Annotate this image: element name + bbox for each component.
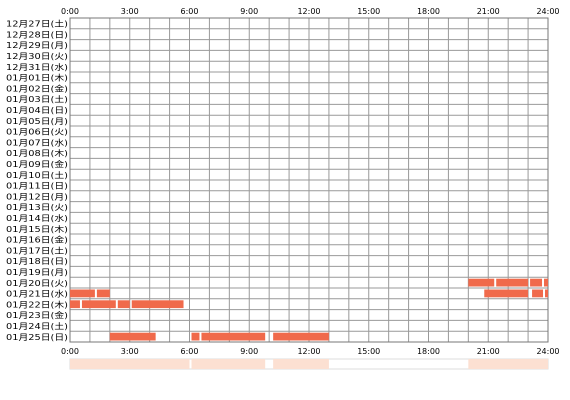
- sleep-bar: [201, 332, 266, 341]
- x-tick-label-bottom: 9:00: [240, 347, 258, 356]
- y-axis-labels: 12月27日(土)12月28日(日) 12月29日(月) 12月30日(火)12月3…: [6, 19, 68, 342]
- row-label: 01月04日(日): [6, 106, 68, 115]
- row-label: 12月28日(日): [6, 30, 68, 39]
- sleep-bar: [131, 300, 184, 309]
- sleep-bar: [496, 278, 529, 287]
- x-tick-label-bottom: 0:00: [61, 347, 79, 356]
- row-label: 01月03日(土): [6, 94, 68, 104]
- row-label: 01月21日(水): [6, 289, 68, 299]
- sleep-bar: [544, 278, 548, 287]
- row-label: 01月02日(金): [6, 83, 68, 93]
- row-label: 01月15日(木): [6, 224, 68, 234]
- sleep-bar: [273, 332, 329, 341]
- sleep-bar: [545, 289, 548, 298]
- row-label: 01月23日(金): [6, 310, 68, 320]
- summary-segment: [468, 359, 548, 369]
- x-axis-top: 0:00 3:00 6:00 9:00 12:00 15:00 18:00 21:00 24:0…: [61, 7, 560, 16]
- x-tick-label-bottom: 18:00: [417, 347, 440, 356]
- sleep-bar: [117, 300, 130, 309]
- x-tick-label-bottom: 3:00: [121, 347, 139, 356]
- row-label: 01月06日(火): [6, 128, 68, 137]
- sleep-bar: [530, 278, 543, 287]
- row-label: 01月22日(木): [6, 299, 68, 309]
- x-tick-label-top: 6:00: [181, 7, 199, 16]
- row-label: 01月05日(月): [6, 117, 68, 126]
- x-tick-label-top: 3:00: [121, 7, 139, 16]
- row-label: 01月12日(月): [6, 192, 68, 201]
- row-label: 01月19日(月): [6, 268, 68, 277]
- x-tick-label-top: 24:00: [536, 7, 559, 16]
- row-label: 12月31日(水): [6, 62, 68, 72]
- grid: [69, 17, 549, 343]
- sleep-bar: [484, 289, 529, 298]
- sleep-bar: [96, 289, 110, 298]
- row-label: 12月27日(土): [6, 19, 68, 29]
- row-label: 12月29日(月): [6, 41, 68, 50]
- row-label: 01月18日(日): [6, 257, 68, 266]
- sleep-bar: [109, 332, 156, 341]
- sleep-bar: [70, 289, 95, 298]
- x-tick-label-top: 18:00: [417, 7, 440, 16]
- row-label: 01月13日(火): [6, 203, 68, 212]
- summary-segment: [273, 359, 329, 369]
- x-tick-label-bottom: 6:00: [181, 347, 199, 356]
- sleep-bar: [191, 332, 200, 341]
- x-tick-label-top: 21:00: [477, 7, 500, 16]
- sleep-bar: [81, 300, 116, 309]
- row-label: 01月08日(木): [6, 148, 68, 158]
- summary-strip: [69, 358, 549, 370]
- x-tick-label-bottom: 12:00: [297, 347, 320, 356]
- row-label: 01月07日(水): [6, 137, 68, 147]
- sleep-bar: [468, 278, 495, 287]
- row-label: 12月30日(火): [6, 52, 68, 61]
- row-label: 01月24日(土): [6, 321, 68, 331]
- row-label: 01月20日(火): [6, 279, 68, 288]
- x-tick-label-bottom: 15:00: [357, 347, 380, 356]
- row-label: 01月25日(日): [6, 333, 68, 342]
- row-label: 01月10日(土): [6, 170, 68, 180]
- row-label: 01月16日(金): [6, 235, 68, 245]
- sleep-bar: [70, 300, 80, 309]
- plot-border: [69, 17, 549, 343]
- x-tick-label-top: 12:00: [297, 7, 320, 16]
- summary-segment: [70, 359, 190, 369]
- x-tick-label-top: 9:00: [240, 7, 258, 16]
- row-label: 01月14日(水): [6, 213, 68, 223]
- row-label: 01月01日(木): [6, 73, 68, 83]
- row-label: 01月09日(金): [6, 159, 68, 169]
- x-axis-bottom: 0:00 3:00 6:00 9:00 12:00 15:00 18:00 21:00 24:0…: [61, 347, 560, 356]
- x-tick-label-bottom: 21:00: [477, 347, 500, 356]
- row-label: 01月17日(土): [6, 245, 68, 255]
- sleep-bar: [532, 289, 544, 298]
- bars: [70, 278, 548, 341]
- x-tick-label-bottom: 24:00: [536, 347, 559, 356]
- x-tick-label-top: 0:00: [61, 7, 79, 16]
- row-label: 01月11日(日): [6, 182, 68, 191]
- x-tick-label-top: 15:00: [357, 7, 380, 16]
- summary-segment: [191, 359, 266, 369]
